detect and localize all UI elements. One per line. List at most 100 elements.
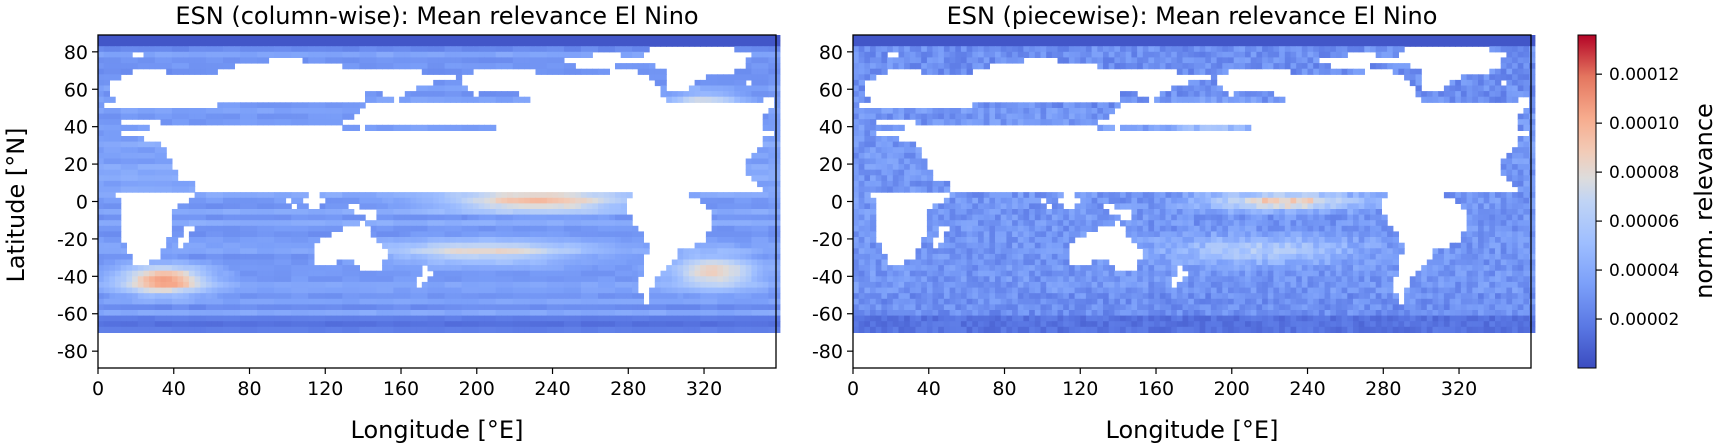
heatmap-cell	[762, 180, 769, 188]
heatmap-cell	[137, 270, 145, 277]
heatmap-cell	[296, 231, 304, 238]
heatmap-cell	[541, 231, 548, 238]
heatmap-cell	[103, 113, 110, 120]
heatmap-cell	[285, 203, 292, 210]
heatmap-cell	[705, 237, 713, 244]
heatmap-cell	[296, 203, 304, 210]
heatmap-cell	[217, 242, 224, 249]
heatmap-cell	[728, 197, 735, 204]
heatmap-cell	[444, 46, 451, 53]
heatmap-cell	[546, 209, 554, 216]
heatmap-cell	[302, 259, 309, 266]
heatmap-cell	[626, 287, 633, 294]
heatmap-cell	[592, 68, 599, 75]
heatmap-cell	[120, 40, 127, 47]
heatmap-cell	[1290, 68, 1297, 75]
heatmap-cell	[926, 119, 934, 126]
heatmap-cell	[427, 63, 434, 70]
heatmap-cell	[416, 63, 423, 70]
heatmap-cell	[490, 321, 497, 328]
heatmap-cell	[262, 315, 270, 322]
heatmap-cell	[1267, 96, 1275, 103]
heatmap-cell	[262, 270, 270, 277]
heatmap-cell	[541, 321, 548, 328]
heatmap-cell	[524, 57, 531, 64]
heatmap-cell	[302, 57, 309, 64]
heatmap-cell	[200, 51, 207, 58]
heatmap-cell	[478, 315, 485, 322]
heatmap-cell	[586, 326, 593, 333]
heatmap-cell	[132, 136, 139, 143]
heatmap-cell	[671, 293, 679, 300]
heatmap-cell	[507, 253, 514, 261]
heatmap-cell	[200, 310, 207, 317]
heatmap-cell	[205, 197, 213, 204]
heatmap-cell	[495, 293, 502, 300]
heatmap-cell	[171, 175, 179, 182]
heatmap-cell	[240, 281, 247, 289]
heatmap-cell	[1449, 96, 1456, 103]
x-tick-label: 0	[92, 378, 104, 400]
heatmap-cell	[404, 293, 412, 300]
heatmap-cell	[444, 310, 451, 317]
heatmap-cell	[166, 270, 173, 277]
heatmap-cell	[524, 46, 531, 53]
heatmap-cell	[438, 79, 446, 87]
heatmap-cell	[853, 136, 860, 143]
heatmap-cell	[393, 310, 400, 317]
heatmap-cell	[115, 242, 122, 249]
heatmap-cell	[683, 298, 690, 305]
heatmap-cell	[109, 248, 116, 255]
heatmap-cell	[524, 321, 531, 328]
heatmap-cell	[490, 209, 497, 216]
heatmap-cell	[943, 119, 951, 126]
heatmap-cell	[98, 169, 105, 176]
heatmap-cell	[171, 108, 179, 115]
heatmap-cell	[302, 270, 309, 277]
heatmap-cell	[774, 136, 781, 143]
heatmap-cell	[1074, 57, 1081, 64]
heatmap-cell	[711, 293, 718, 300]
heatmap-cell	[751, 74, 758, 81]
heatmap-cell	[268, 287, 275, 294]
heatmap-cell	[1324, 51, 1331, 58]
heatmap-cell	[654, 310, 662, 317]
heatmap-cell	[268, 113, 275, 120]
x-axis-label: Longitude [°E]	[1106, 416, 1279, 444]
heatmap-cell	[205, 276, 213, 283]
heatmap-cell	[615, 248, 622, 255]
heatmap-cell	[563, 40, 571, 47]
heatmap-cell	[615, 192, 622, 199]
heatmap-cell	[245, 51, 252, 58]
heatmap-cell	[126, 186, 133, 193]
heatmap-cell	[98, 259, 105, 266]
heatmap-cell	[211, 265, 218, 272]
heatmap-cell	[359, 315, 366, 322]
heatmap-cell	[757, 169, 764, 176]
heatmap-cell	[478, 253, 485, 261]
heatmap-cell	[251, 113, 258, 120]
heatmap-cell	[671, 326, 679, 333]
heatmap-cell	[1239, 35, 1246, 42]
heatmap-cell	[507, 242, 514, 249]
heatmap-cell	[858, 51, 865, 58]
heatmap-cell	[245, 287, 252, 294]
heatmap-cell	[473, 124, 480, 131]
heatmap-cell	[512, 248, 520, 255]
heatmap-cell	[98, 152, 105, 160]
heatmap-cell	[740, 281, 747, 289]
heatmap-cell	[723, 276, 730, 283]
heatmap-cell	[558, 197, 565, 204]
heatmap-cell	[223, 102, 230, 109]
heatmap-cell	[949, 68, 956, 75]
heatmap-cell	[279, 253, 287, 261]
heatmap-cell	[858, 40, 865, 47]
heatmap-cell	[541, 225, 548, 232]
heatmap-cell	[1091, 113, 1098, 120]
heatmap-cell	[234, 197, 241, 204]
heatmap-cell	[978, 108, 985, 115]
heatmap-cell	[109, 197, 116, 204]
heatmap-cell	[683, 293, 690, 300]
heatmap-cell	[723, 231, 730, 238]
heatmap-cell	[336, 102, 343, 109]
